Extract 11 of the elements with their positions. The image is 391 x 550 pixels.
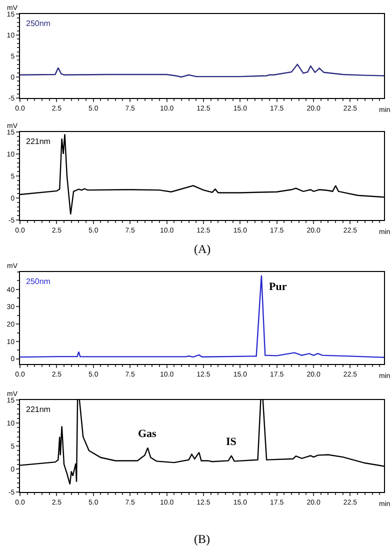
annotation: IS (226, 436, 236, 448)
annotation: Gas (138, 428, 158, 440)
line-series (20, 274, 384, 358)
annotation: 221nm (26, 405, 51, 414)
text: (A) (194, 242, 211, 256)
annotation: 250nm (26, 19, 51, 28)
line-series (20, 64, 384, 78)
annotation: 221nm (26, 137, 51, 146)
annotation: Pur (269, 281, 287, 293)
text: (B) (194, 532, 210, 546)
annotation: 250nm (26, 277, 51, 286)
